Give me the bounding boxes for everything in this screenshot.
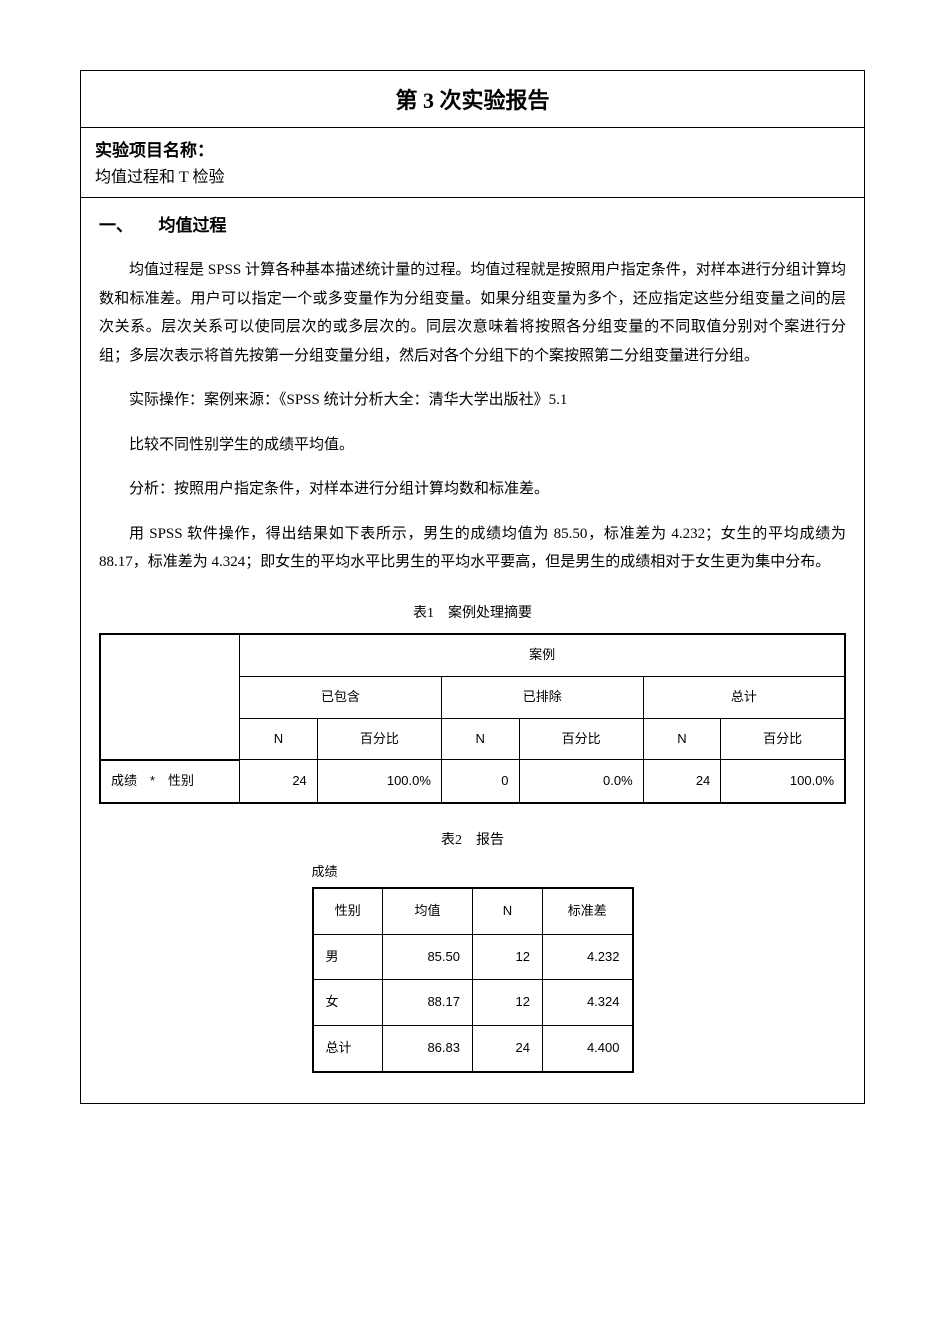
table1-subcol-p3: 百分比 bbox=[721, 718, 845, 760]
table1-subcol-n2: N bbox=[441, 718, 519, 760]
table2-r2-label: 总计 bbox=[313, 1025, 383, 1071]
table-row: 男 85.50 12 4.232 bbox=[313, 934, 633, 980]
table2-r1-sd: 4.324 bbox=[543, 980, 633, 1026]
table2-r2-n: 24 bbox=[473, 1025, 543, 1071]
table1-group-total: 总计 bbox=[643, 677, 845, 719]
table2: 成绩 性别 均值 N 标准差 男 85.50 12 4.232 bbox=[312, 860, 634, 1072]
table2-r2-sd: 4.400 bbox=[543, 1025, 633, 1071]
table2-col-sd: 标准差 bbox=[543, 888, 633, 934]
table1-subcol-n1: N bbox=[240, 718, 318, 760]
table1-p1: 100.0% bbox=[317, 760, 441, 803]
table1-n2: 0 bbox=[441, 760, 519, 803]
content-area: 一、 均值过程 均值过程是 SPSS 计算各种基本描述统计量的过程。均值过程就是… bbox=[81, 198, 864, 1103]
table2-r0-mean: 85.50 bbox=[383, 934, 473, 980]
table1-group-included: 已包含 bbox=[240, 677, 442, 719]
table1: 案例 已包含 已排除 总计 N 百分比 N 百分比 N 百分比 成绩 * 性别 … bbox=[99, 633, 846, 803]
table1-row-label: 成绩 * 性别 bbox=[100, 760, 240, 803]
section-heading-1: 一、 均值过程 bbox=[99, 210, 846, 242]
page-title: 第 3 次实验报告 bbox=[81, 71, 864, 128]
table2-supertitle: 成绩 bbox=[312, 860, 634, 887]
table2-r2-mean: 86.83 bbox=[383, 1025, 473, 1071]
table2-r0-sd: 4.232 bbox=[543, 934, 633, 980]
page-border: 第 3 次实验报告 实验项目名称： 均值过程和 T 检验 一、 均值过程 均值过… bbox=[80, 70, 865, 1104]
paragraph-4: 分析：按照用户指定条件，对样本进行分组计算均数和标准差。 bbox=[99, 475, 846, 504]
table1-caption: 表1 案例处理摘要 bbox=[99, 601, 846, 628]
table1-subcol-p1: 百分比 bbox=[317, 718, 441, 760]
table1-n1: 24 bbox=[240, 760, 318, 803]
table2-r1-label: 女 bbox=[313, 980, 383, 1026]
table1-subcol-p2: 百分比 bbox=[519, 718, 643, 760]
table1-group-excluded: 已排除 bbox=[441, 677, 643, 719]
project-label: 实验项目名称： bbox=[95, 136, 850, 161]
table2-caption: 表2 报告 bbox=[99, 828, 846, 855]
paragraph-3: 比较不同性别学生的成绩平均值。 bbox=[99, 431, 846, 460]
table2-r0-label: 男 bbox=[313, 934, 383, 980]
table1-blank-header bbox=[100, 634, 240, 760]
paragraph-1: 均值过程是 SPSS 计算各种基本描述统计量的过程。均值过程就是按照用户指定条件… bbox=[99, 256, 846, 370]
table-row: 总计 86.83 24 4.400 bbox=[313, 1025, 633, 1071]
table2-col-n: N bbox=[473, 888, 543, 934]
paragraph-5: 用 SPSS 软件操作，得出结果如下表所示，男生的成绩均值为 85.50，标准差… bbox=[99, 520, 846, 577]
paragraph-2: 实际操作：案例来源：《SPSS 统计分析大全：清华大学出版社》5.1 bbox=[99, 386, 846, 415]
table1-p2: 0.0% bbox=[519, 760, 643, 803]
table1-n3: 24 bbox=[643, 760, 721, 803]
project-value: 均值过程和 T 检验 bbox=[95, 163, 850, 187]
table2-r0-n: 12 bbox=[473, 934, 543, 980]
project-row: 实验项目名称： 均值过程和 T 检验 bbox=[81, 128, 864, 198]
table-row: 女 88.17 12 4.324 bbox=[313, 980, 633, 1026]
table2-col-label: 性别 bbox=[313, 888, 383, 934]
table2-r1-n: 12 bbox=[473, 980, 543, 1026]
table2-col-mean: 均值 bbox=[383, 888, 473, 934]
table1-top-header: 案例 bbox=[240, 634, 845, 676]
table1-subcol-n3: N bbox=[643, 718, 721, 760]
table2-r1-mean: 88.17 bbox=[383, 980, 473, 1026]
table1-p3: 100.0% bbox=[721, 760, 845, 803]
